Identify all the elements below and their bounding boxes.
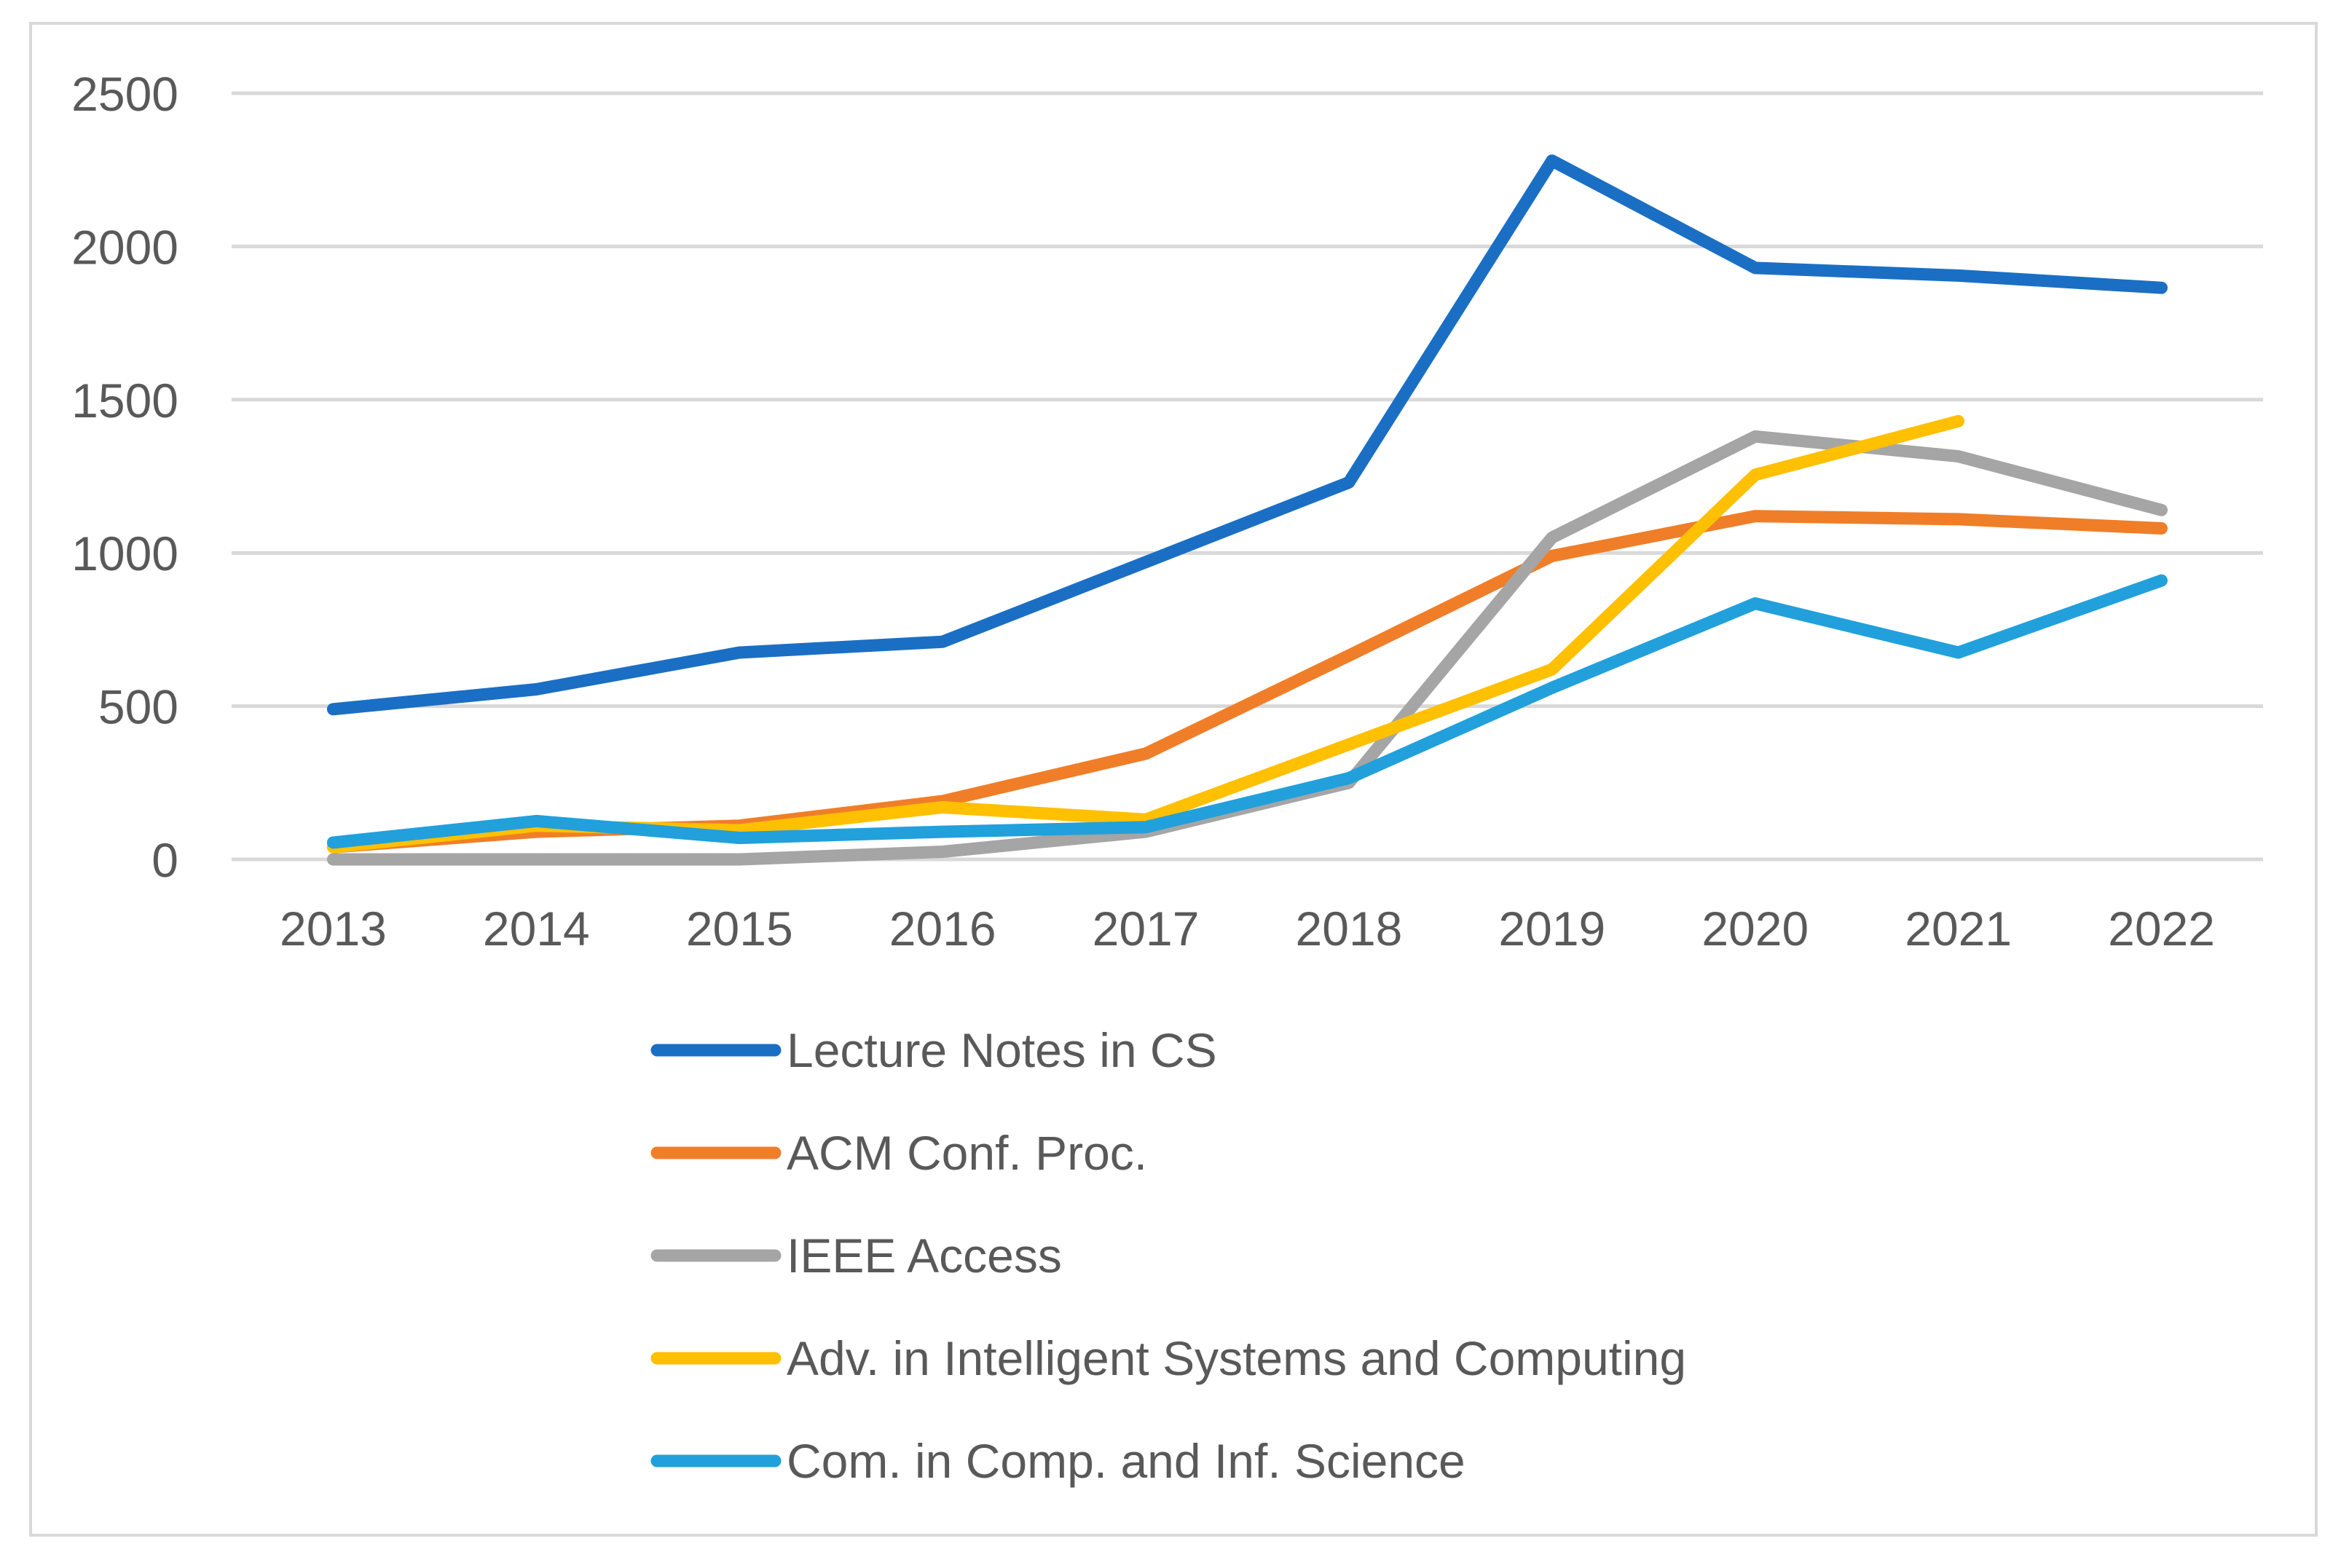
x-tick-label: 2017 — [1093, 902, 1200, 956]
x-tick-label: 2014 — [483, 902, 590, 956]
gridlines — [232, 91, 2263, 862]
legend-label: Com. in Comp. and Inf. Science — [787, 1434, 1465, 1488]
x-tick-label: 2013 — [280, 902, 387, 956]
x-tick-label: 2015 — [686, 902, 793, 956]
x-axis-ticks: 2013 2014 2015 2016 2017 2018 2019 2020 2021 2022 — [280, 902, 2215, 956]
x-tick-label: 2021 — [1905, 902, 2012, 956]
legend-item: Lecture Notes in CS — [650, 1023, 1217, 1077]
series-line-adv-in-intelligent-systems-and-computing — [326, 414, 1965, 854]
legend-item: IEEE Access — [650, 1229, 1062, 1283]
y-tick-label: 2000 — [71, 220, 178, 274]
legend-item: Com. in Comp. and Inf. Science — [650, 1434, 1465, 1488]
legend-label: Adv. in Intelligent Systems and Computin… — [787, 1331, 1686, 1385]
series-line-lecture-notes-in-cs — [326, 154, 2168, 716]
legend-label: Lecture Notes in CS — [787, 1023, 1217, 1077]
x-tick-label: 2016 — [889, 902, 996, 956]
x-tick-label: 2018 — [1296, 902, 1403, 956]
legend-item: Adv. in Intelligent Systems and Computin… — [650, 1331, 1686, 1385]
x-tick-label: 2022 — [2108, 902, 2215, 956]
series-line-ieee-access — [326, 430, 2168, 866]
y-tick-label: 1000 — [71, 527, 178, 580]
y-tick-label: 0 — [152, 833, 178, 887]
y-tick-label: 1500 — [71, 374, 178, 428]
series-lines — [326, 154, 2168, 866]
legend-label: ACM Conf. Proc. — [787, 1126, 1147, 1180]
legend: Lecture Notes in CS ACM Conf. Proc. IEEE A… — [650, 1023, 1686, 1488]
series-line-com-in-comp-and-inf-science — [326, 574, 2168, 849]
x-tick-label: 2019 — [1498, 902, 1605, 956]
legend-item: ACM Conf. Proc. — [650, 1126, 1147, 1180]
y-tick-label: 500 — [98, 680, 178, 734]
y-tick-label: 2500 — [71, 67, 178, 121]
x-tick-label: 2020 — [1701, 902, 1809, 956]
y-axis-ticks: 0 500 1000 1500 2000 2500 — [71, 67, 178, 887]
legend-label: IEEE Access — [787, 1229, 1062, 1283]
